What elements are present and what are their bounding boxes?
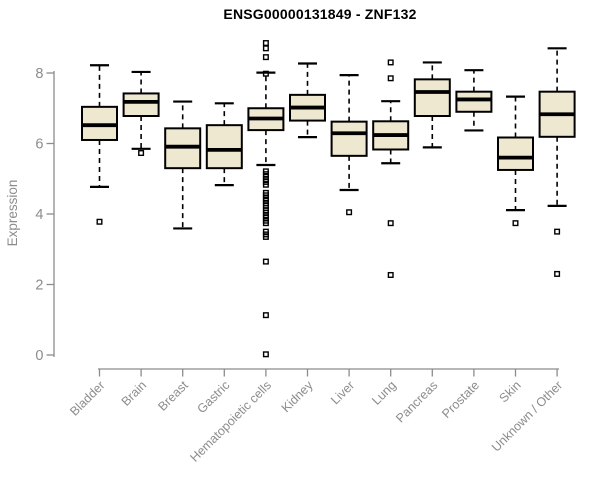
outlier-point bbox=[262, 233, 269, 240]
x-category-label: Lung bbox=[369, 378, 399, 408]
box-gastric bbox=[205, 102, 243, 187]
outlier-point bbox=[262, 220, 269, 227]
x-category-label: Pancreas bbox=[393, 378, 440, 425]
iqr-box bbox=[205, 124, 243, 170]
x-category-label: Skin bbox=[497, 378, 524, 405]
outlier-point bbox=[262, 312, 269, 319]
box-kidney bbox=[289, 62, 326, 139]
iqr-box bbox=[455, 90, 493, 113]
outlier-point bbox=[262, 70, 269, 77]
outlier-point bbox=[138, 150, 145, 157]
y-tick-label: 8 bbox=[35, 66, 43, 82]
box-liver bbox=[330, 74, 368, 216]
box-brain bbox=[122, 70, 160, 157]
outlier-point bbox=[387, 220, 394, 227]
y-tick-label: 2 bbox=[35, 278, 43, 294]
iqr-box bbox=[497, 136, 534, 171]
box-bladder bbox=[81, 64, 118, 225]
outlier-point bbox=[262, 40, 269, 47]
box-lung bbox=[372, 59, 410, 278]
x-category-label: Hematopoietic cells bbox=[187, 378, 274, 465]
x-category-label: Kidney bbox=[279, 378, 316, 415]
chart-title: ENSG00000131849 - ZNF132 bbox=[223, 6, 417, 22]
outlier-point bbox=[554, 270, 561, 277]
outlier-point bbox=[262, 258, 269, 265]
box-prostate bbox=[455, 69, 493, 132]
outlier-point bbox=[387, 75, 394, 82]
y-tick-label: 6 bbox=[35, 137, 43, 153]
box-unknown-other bbox=[538, 47, 576, 277]
iqr-box bbox=[413, 78, 451, 118]
outlier-point bbox=[262, 54, 269, 61]
y-tick-label: 0 bbox=[35, 348, 43, 364]
iqr-box bbox=[122, 92, 160, 118]
x-category-label: Breast bbox=[155, 378, 191, 414]
x-category-label: Gastric bbox=[195, 378, 233, 416]
outlier-point bbox=[387, 59, 394, 66]
outlier-point bbox=[96, 218, 103, 225]
iqr-box bbox=[330, 120, 368, 157]
outlier-point bbox=[262, 351, 269, 358]
outlier-point bbox=[387, 271, 394, 278]
outlier-point bbox=[512, 220, 519, 227]
outlier-point bbox=[262, 181, 269, 188]
outlier-point bbox=[554, 228, 561, 235]
x-category-label: Prostate bbox=[439, 378, 482, 421]
outlier-point bbox=[262, 45, 269, 52]
x-category-label: Bladder bbox=[67, 378, 107, 418]
x-category-label: Unknown / Other bbox=[489, 378, 565, 454]
box-breast bbox=[164, 100, 202, 230]
x-category-label: Liver bbox=[328, 378, 357, 407]
outlier-point bbox=[346, 209, 353, 216]
box-skin bbox=[497, 95, 534, 227]
box-pancreas bbox=[413, 61, 451, 149]
y-tick-label: 4 bbox=[35, 207, 43, 223]
x-category-label: Brain bbox=[119, 378, 150, 409]
box-hematopoietic-cells bbox=[247, 40, 285, 358]
